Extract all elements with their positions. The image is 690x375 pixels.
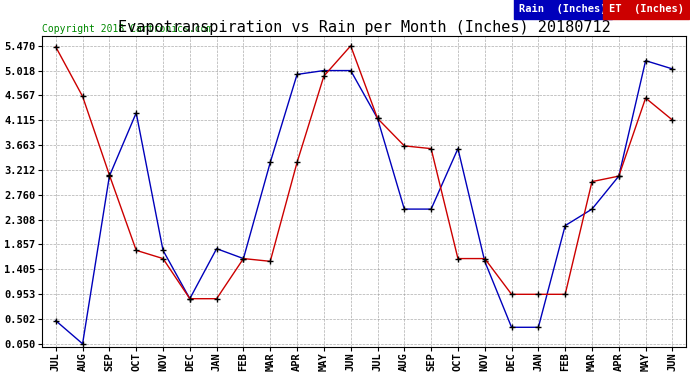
Title: Evapotranspiration vs Rain per Month (Inches) 20180712: Evapotranspiration vs Rain per Month (In… — [118, 20, 611, 35]
Text: Copyright 2018 Cartronics.com: Copyright 2018 Cartronics.com — [42, 24, 213, 33]
Legend: Rain  (Inches), ET  (Inches): Rain (Inches), ET (Inches) — [517, 2, 686, 16]
